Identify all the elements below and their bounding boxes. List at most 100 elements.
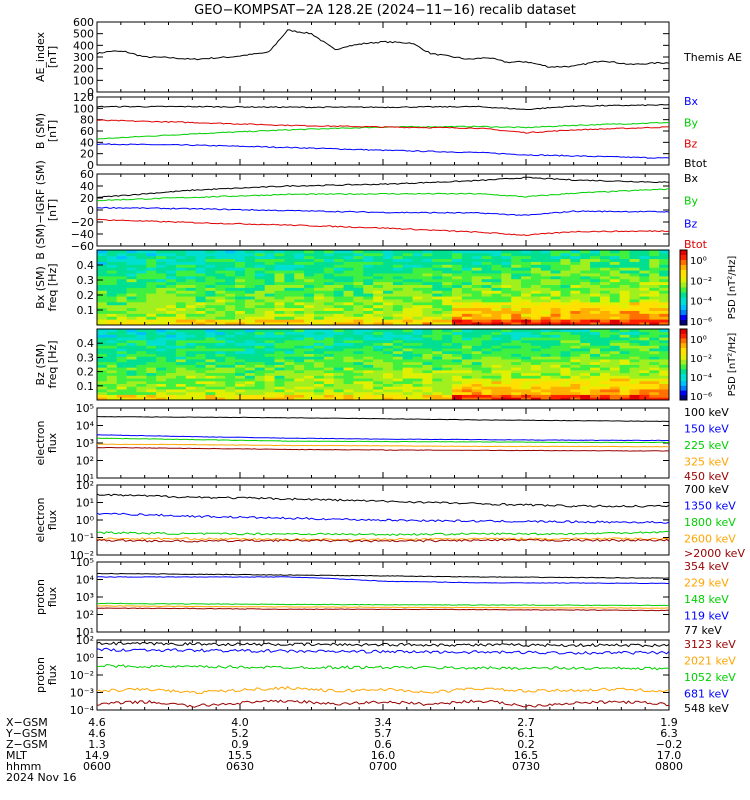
spectrogram-cell [304, 375, 315, 379]
spectrogram-cell [274, 367, 285, 371]
spectrogram-cell [452, 329, 463, 333]
spectrogram-cell [550, 261, 561, 265]
spectrogram-cell [264, 290, 275, 294]
spectrogram-cell [481, 350, 492, 354]
y-tick-label: 600 [73, 16, 94, 29]
series-line [96, 641, 670, 648]
spectrogram-cell [590, 391, 601, 395]
spectrogram-cell [550, 301, 561, 306]
spectrogram-cell [511, 278, 522, 283]
spectrogram-cell [136, 310, 147, 314]
spectrogram-cell [570, 337, 581, 341]
spectrogram-cell [363, 284, 374, 288]
spectrogram-cell [323, 397, 335, 401]
spectrogram-cell [126, 250, 137, 254]
spectrogram-cell [313, 264, 325, 268]
spectrogram-cell [550, 397, 561, 401]
spectrogram-cell [570, 284, 581, 288]
spectrogram-cell [136, 339, 147, 344]
spectrogram-cell [254, 250, 266, 254]
spectrogram-cell [471, 313, 483, 317]
spectrogram-cell [304, 278, 315, 283]
spectrogram-cell [521, 364, 532, 368]
spectrogram-cell [432, 337, 443, 341]
spectrogram-cell [205, 380, 216, 385]
spectrogram-cell [146, 287, 157, 291]
spectrogram-cell [639, 380, 650, 385]
spectrogram-cell [343, 310, 354, 314]
spectrogram-cell [609, 281, 621, 286]
spectrogram-cell [649, 316, 660, 320]
spectrogram-cell [511, 275, 522, 280]
spectrogram-cell [304, 261, 315, 265]
spectrogram-cell [106, 261, 118, 265]
spectrogram-cell [205, 391, 216, 395]
spectrogram-cell [304, 250, 315, 254]
spectrogram-cell [560, 380, 571, 385]
spectrogram-cell [244, 364, 256, 368]
spectrogram-cell [363, 337, 374, 341]
spectrogram-cell [363, 394, 374, 398]
spectrogram-cell [116, 353, 127, 357]
spectrogram-cell [452, 310, 463, 314]
spectrogram-cell [521, 389, 532, 393]
spectrogram-cell [136, 278, 147, 283]
spectrogram-cell [205, 372, 216, 376]
spectrogram-cell [146, 361, 157, 365]
spectrogram-cell [136, 296, 147, 300]
spectrogram-cell [97, 316, 108, 320]
spectrogram-cell [501, 364, 512, 368]
spectrogram-cell [225, 337, 236, 341]
spectrogram-cell [156, 316, 167, 320]
spectrogram-cell [146, 367, 157, 371]
spectrogram-cell [254, 293, 266, 297]
spectrogram-cell [185, 383, 197, 387]
spectrogram-cell [432, 287, 443, 291]
spectrogram-cell [343, 296, 354, 300]
colorbar-segment [680, 312, 687, 316]
spectrogram-cell [530, 278, 542, 283]
spectrogram-cell [156, 378, 167, 382]
spectrogram-cell [106, 353, 118, 357]
spectrogram-cell [422, 389, 433, 393]
spectrogram-cell [343, 301, 354, 306]
spectrogram-cell [501, 284, 512, 288]
series-line [96, 188, 670, 202]
spectrogram-cell [156, 364, 167, 368]
spectrogram-cell [649, 287, 660, 291]
spectrogram-cell [264, 378, 275, 382]
spectrogram-cell [412, 310, 423, 314]
spectrogram-cell [442, 350, 453, 354]
spectrogram-cell [205, 258, 216, 262]
spectrogram-cell [146, 290, 157, 294]
spectrogram-cell [185, 386, 197, 390]
spectrogram-cell [126, 307, 137, 311]
spectrogram-cell [195, 261, 206, 265]
colorbar-segment [680, 300, 687, 303]
spectrogram-cell [461, 290, 473, 294]
spectrogram-cell [353, 383, 364, 387]
spectrogram-cell [284, 353, 295, 357]
spectrogram-cell [383, 364, 394, 368]
spectrogram-cell [432, 350, 443, 354]
spectrogram-cell [225, 378, 236, 382]
spectrogram-cell [235, 369, 246, 374]
spectrogram-cell [481, 278, 492, 283]
spectrogram-cell [629, 296, 640, 300]
spectrogram-cell [590, 331, 601, 335]
spectrogram-cell [639, 252, 650, 257]
spectrogram-cell [570, 380, 581, 385]
spectrogram-cell [284, 386, 295, 390]
spectrogram-cell [146, 334, 157, 338]
spectrogram-cell [294, 252, 305, 257]
spectrogram-cell [274, 356, 285, 360]
spectrogram-cell [353, 299, 364, 303]
spectrogram-cell [175, 319, 187, 323]
spectrogram-cell [432, 313, 443, 317]
spectrogram-cell [392, 359, 404, 363]
spectrogram-cell [629, 353, 640, 357]
colorbar-segment [680, 364, 687, 368]
spectrogram-cell [373, 391, 384, 395]
spectrogram-cell [452, 380, 463, 385]
spectrogram-cell [156, 255, 167, 260]
